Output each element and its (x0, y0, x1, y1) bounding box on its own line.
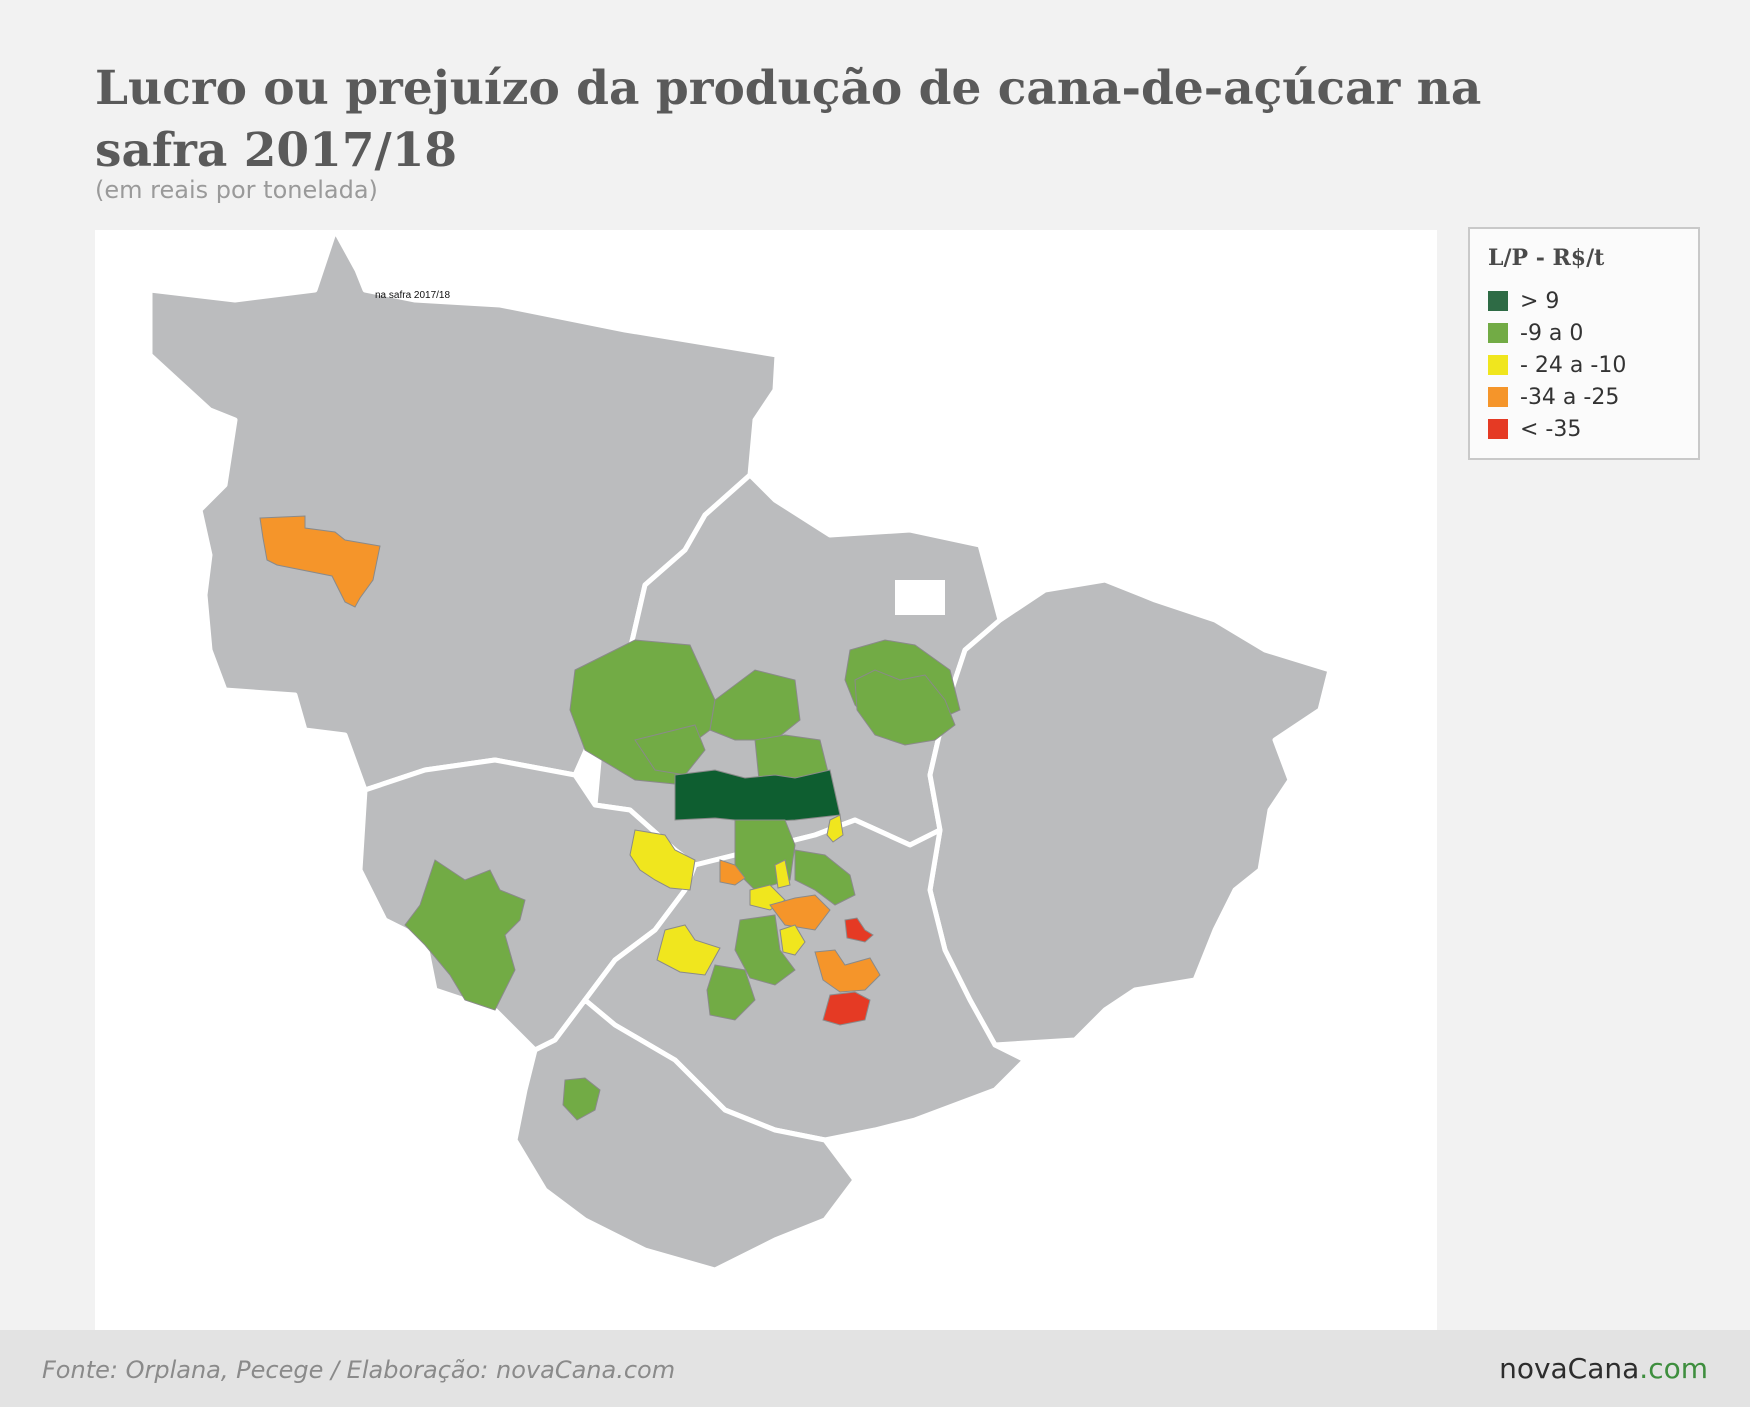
legend-swatch (1488, 419, 1508, 439)
map-legend: L/P - R$/t > 9 -9 a 0 - 24 a -10 -34 a -… (1468, 227, 1700, 460)
map-inset-label: na safra 2017/18 (375, 290, 450, 301)
region-dark-green-triangulo (674, 769, 841, 823)
region-green-sp-southwest (706, 964, 756, 1021)
region-green-sp-center (794, 849, 856, 906)
region-green-sp-south (734, 914, 796, 986)
region-orange-mato-grosso (259, 515, 381, 608)
map-subtitle: (em reais por tonelada) (95, 176, 378, 204)
municipality-regions (259, 515, 961, 1121)
legend-item: -34 a -25 (1488, 381, 1680, 413)
brand-logo: novaCana.com (1499, 1352, 1708, 1385)
region-red-sp-east (844, 917, 874, 943)
legend-item: > 9 (1488, 285, 1680, 317)
legend-swatch (1488, 355, 1508, 375)
region-orange-sp-north-small (719, 859, 746, 886)
legend-item: - 24 a -10 (1488, 349, 1680, 381)
region-green-goias-south (634, 724, 706, 776)
map-title: Lucro ou prejuízo da produção de cana-de… (95, 61, 1482, 178)
legend-label: -9 a 0 (1520, 320, 1584, 346)
legend-label: -34 a -25 (1520, 384, 1620, 410)
legend-item: < -35 (1488, 413, 1680, 445)
region-map: na safra 2017/18 (147, 230, 1333, 1273)
region-yellow-sp-center-b (774, 859, 791, 889)
source-credit: Fonte: Orplana, Pecege / Elaboração: nov… (42, 1356, 676, 1384)
legend-swatch (1488, 323, 1508, 343)
legend-label: - 24 a -10 (1520, 352, 1627, 378)
brand-tld: .com (1639, 1352, 1708, 1385)
region-green-goias-center (709, 669, 801, 741)
legend-swatch (1488, 387, 1508, 407)
legend-item: -9 a 0 (1488, 317, 1680, 349)
brand-name: novaCana (1499, 1352, 1640, 1385)
region-orange-sp-southeast (814, 949, 881, 993)
state-outlines (147, 230, 1333, 1273)
region-yellow-triangulo-east (826, 814, 844, 843)
map-inset-hole (895, 580, 945, 615)
region-yellow-sp-south-a (656, 924, 721, 976)
legend-swatch (1488, 291, 1508, 311)
state-minas-gerais (927, 577, 1333, 1048)
region-green-parana (562, 1077, 601, 1121)
legend-label: < -35 (1520, 416, 1582, 442)
region-red-sp-southeast (822, 991, 871, 1026)
footer-bar: Fonte: Orplana, Pecege / Elaboração: nov… (0, 1330, 1750, 1407)
region-green-ms (404, 859, 526, 1011)
map-panel: na safra 2017/18 (95, 230, 1437, 1330)
region-orange-sp-center (769, 894, 831, 931)
region-green-minas (854, 669, 956, 746)
legend-title: L/P - R$/t (1488, 245, 1605, 271)
state-sao-paulo (582, 817, 1028, 1143)
legend-label: > 9 (1520, 288, 1560, 314)
region-yellow-sp-northwest (629, 829, 696, 891)
region-yellow-sp-south-b (779, 924, 806, 956)
state-parana (512, 997, 858, 1273)
